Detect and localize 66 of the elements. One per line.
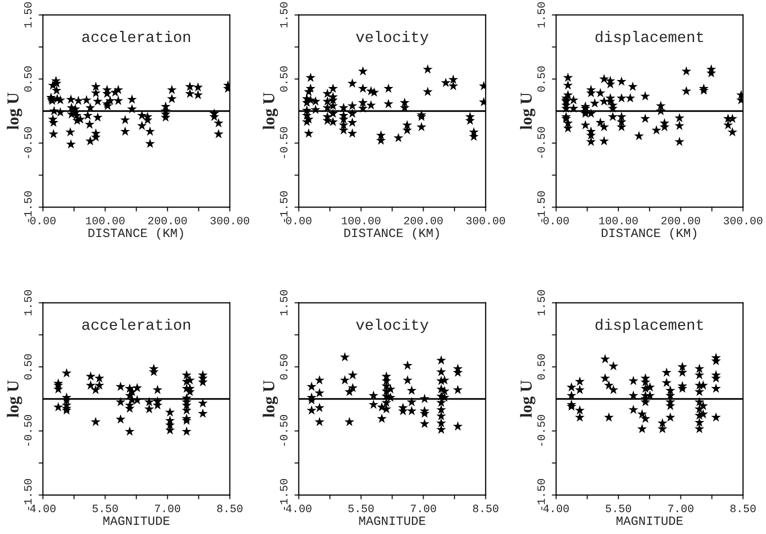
y-tick-label: -0.50 [24,127,32,158]
text: velocity [356,30,428,46]
y-tick-label: -1.50 [280,479,288,510]
x-tick-label: 5.50 [348,504,374,512]
x-tick-label: 5.50 [92,504,118,512]
text: displacement [596,318,703,333]
y-axis-title: log U [6,92,22,130]
x-axis-title: MAGNITUDE [359,516,426,525]
x-tick-label: 100.00 [342,216,380,224]
y-axis-title: log U [520,380,536,418]
y-tick-label: -1.50 [24,191,32,222]
y-tick-label: 0.50 [537,66,545,92]
x-tick-label: 0.00 [286,216,312,224]
y-tick-label: -1.50 [24,479,32,510]
text: acceleration [82,30,190,42]
y-tick-label: -0.50 [537,127,545,158]
y-tick-label: -0.50 [537,414,545,446]
x-tick-label: 4.00 [30,504,56,512]
x-axis-title: MAGNITUDE [103,516,170,525]
x-tick-label: 5.50 [606,504,632,512]
x-tick-label: 300.00 [210,216,250,224]
x-tick-label: 100.00 [599,216,638,224]
y-tick-label: -1.50 [280,191,288,222]
x-tick-label: 200.00 [661,216,700,224]
y-axis-title: log U [262,380,278,418]
x-tick-label: 8.50 [473,504,498,512]
y-axis-title: log U [520,92,536,130]
y-tick-label: 1.50 [280,2,288,28]
x-axis-title: DISTANCE (KM) [88,228,183,240]
x-tick-label: 0.00 [543,216,569,224]
y-tick-label: 1.50 [537,290,545,316]
x-tick-label: 300.00 [466,216,505,224]
x-tick-label: 4.00 [543,504,569,512]
text: acceleration [82,318,190,330]
x-tick-label: 7.00 [668,504,694,512]
x-tick-label: 200.00 [148,216,187,224]
y-tick-label: 0.50 [24,354,32,380]
x-axis-title: DISTANCE (KM) [602,228,696,240]
y-tick-label: 1.50 [24,290,32,316]
y-axis-title: log U [6,380,22,418]
x-tick-label: 100.00 [86,216,125,224]
y-axis-title: log U [262,92,278,130]
y-tick-label: -0.50 [280,414,288,446]
x-tick-label: 8.50 [730,504,756,512]
y-tick-label: 1.50 [24,2,32,28]
y-tick-label: -1.50 [537,191,545,222]
x-tick-label: 200.00 [404,216,443,224]
y-tick-label: -1.50 [537,479,545,510]
y-tick-label: -0.50 [280,127,288,158]
x-axis-title: DISTANCE (KM) [344,228,439,240]
x-tick-label: 300.00 [724,216,762,224]
y-tick-label: 0.50 [537,354,545,380]
x-tick-label: 8.50 [217,504,242,512]
text: displacement [596,30,703,46]
y-tick-label: 1.50 [537,2,545,28]
x-tick-label: 4.00 [286,504,312,512]
x-tick-label: 0.00 [30,216,56,224]
x-tick-label: 7.00 [410,504,436,512]
y-tick-label: 0.50 [24,66,32,92]
y-tick-label: 1.50 [280,290,288,316]
text: velocity [356,318,428,333]
y-tick-label: 0.50 [280,354,288,380]
x-axis-title: MAGNITUDE [616,516,683,525]
y-tick-label: -0.50 [24,414,32,446]
x-tick-label: 7.00 [155,504,180,512]
y-tick-label: 0.50 [280,66,288,92]
